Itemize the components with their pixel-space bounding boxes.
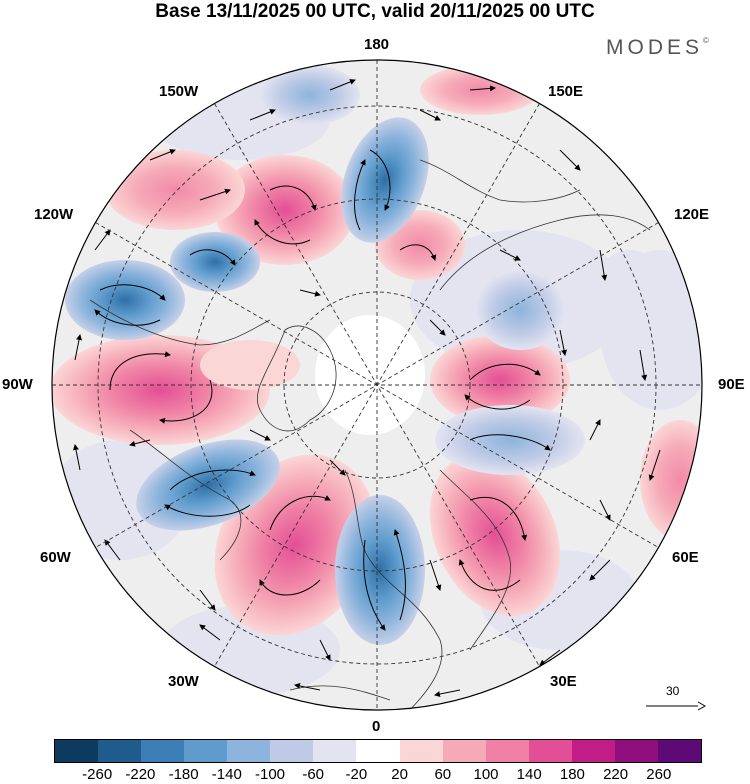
colorbar-tick-label: -140 bbox=[211, 766, 242, 783]
colorbar-tick-label: -180 bbox=[168, 766, 199, 783]
colorbar-tick-label: 220 bbox=[603, 766, 629, 783]
lon-label-120w: 120W bbox=[34, 206, 74, 223]
colorbar-swatch bbox=[485, 740, 529, 762]
lon-label-60e: 60E bbox=[672, 549, 699, 566]
lon-label-120e: 120E bbox=[674, 206, 710, 223]
map-title: Base 13/11/2025 00 UTC, valid 20/11/2025… bbox=[155, 1, 595, 22]
colorbar bbox=[54, 739, 702, 763]
lon-label-30w: 30W bbox=[168, 673, 199, 690]
reference-vector-label: 30 bbox=[666, 684, 680, 698]
modes-logo: MODES© bbox=[606, 36, 709, 60]
lon-label-150e: 150E bbox=[548, 83, 584, 100]
colorbar-swatch bbox=[270, 740, 314, 762]
colorbar-tick-label: 180 bbox=[559, 766, 585, 783]
colorbar-tick-label: -260 bbox=[82, 766, 113, 783]
colorbar-swatch bbox=[227, 740, 271, 762]
wind-vectors bbox=[73, 79, 661, 697]
lon-label-150w: 150W bbox=[159, 83, 199, 100]
colorbar-swatch bbox=[657, 740, 701, 762]
colorbar-swatch bbox=[184, 740, 228, 762]
lon-label-180: 180 bbox=[364, 36, 390, 53]
colorbar-tick-label: 60 bbox=[434, 766, 452, 783]
colorbar-tick-label: -20 bbox=[345, 766, 368, 783]
colorbar-swatch bbox=[442, 740, 486, 762]
colorbar-swatch bbox=[313, 740, 357, 762]
anomaly-field bbox=[52, 60, 702, 710]
colorbar-ticks: -260 -220 -180 -140 -100 -60 -20 20 60 100 140 180 2… bbox=[0, 766, 750, 784]
graticule bbox=[52, 60, 702, 710]
lon-label-90w: 90W bbox=[2, 376, 33, 393]
map-border bbox=[51, 59, 703, 711]
colorbar-tick-label: 100 bbox=[473, 766, 499, 783]
colorbar-tick-label: -100 bbox=[254, 766, 286, 783]
colorbar-swatch bbox=[399, 740, 443, 762]
colorbar-swatch bbox=[528, 740, 572, 762]
colorbar-tick-label: -220 bbox=[125, 766, 156, 783]
colorbar-swatch bbox=[98, 740, 142, 762]
colorbar-swatch bbox=[55, 740, 99, 762]
colorbar-swatch bbox=[614, 740, 658, 762]
colorbar-swatch bbox=[571, 740, 615, 762]
lon-label-30e: 30E bbox=[550, 673, 577, 690]
brand-name: MODES bbox=[606, 36, 704, 59]
lon-label-0: 0 bbox=[372, 718, 381, 735]
colorbar-tick-label: 260 bbox=[646, 766, 672, 783]
colorbar-swatch bbox=[356, 740, 400, 762]
colorbar-tick-label: 140 bbox=[516, 766, 542, 783]
coastlines bbox=[89, 159, 651, 710]
reference-vector-arrow bbox=[646, 701, 706, 711]
lon-label-60w: 60W bbox=[40, 549, 71, 566]
lon-label-90e: 90E bbox=[718, 376, 745, 393]
colorbar-tick-label: -60 bbox=[302, 766, 325, 783]
brand-mark: © bbox=[703, 36, 709, 45]
colorbar-tick-label: 20 bbox=[391, 766, 408, 783]
colorbar-swatch bbox=[141, 740, 185, 762]
